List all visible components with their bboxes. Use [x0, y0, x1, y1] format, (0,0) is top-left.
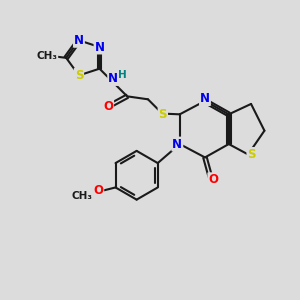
Text: N: N — [172, 138, 182, 151]
Text: O: O — [103, 100, 113, 112]
Text: O: O — [93, 184, 103, 197]
Text: S: S — [248, 148, 256, 161]
Text: N: N — [94, 40, 104, 53]
Text: N: N — [108, 72, 118, 85]
Text: H: H — [118, 70, 127, 80]
Text: CH₃: CH₃ — [36, 51, 57, 62]
Text: S: S — [159, 108, 167, 121]
Text: CH₃: CH₃ — [72, 191, 93, 201]
Text: O: O — [208, 173, 218, 186]
Text: N: N — [74, 34, 84, 47]
Text: N: N — [200, 92, 210, 105]
Text: S: S — [75, 69, 83, 82]
